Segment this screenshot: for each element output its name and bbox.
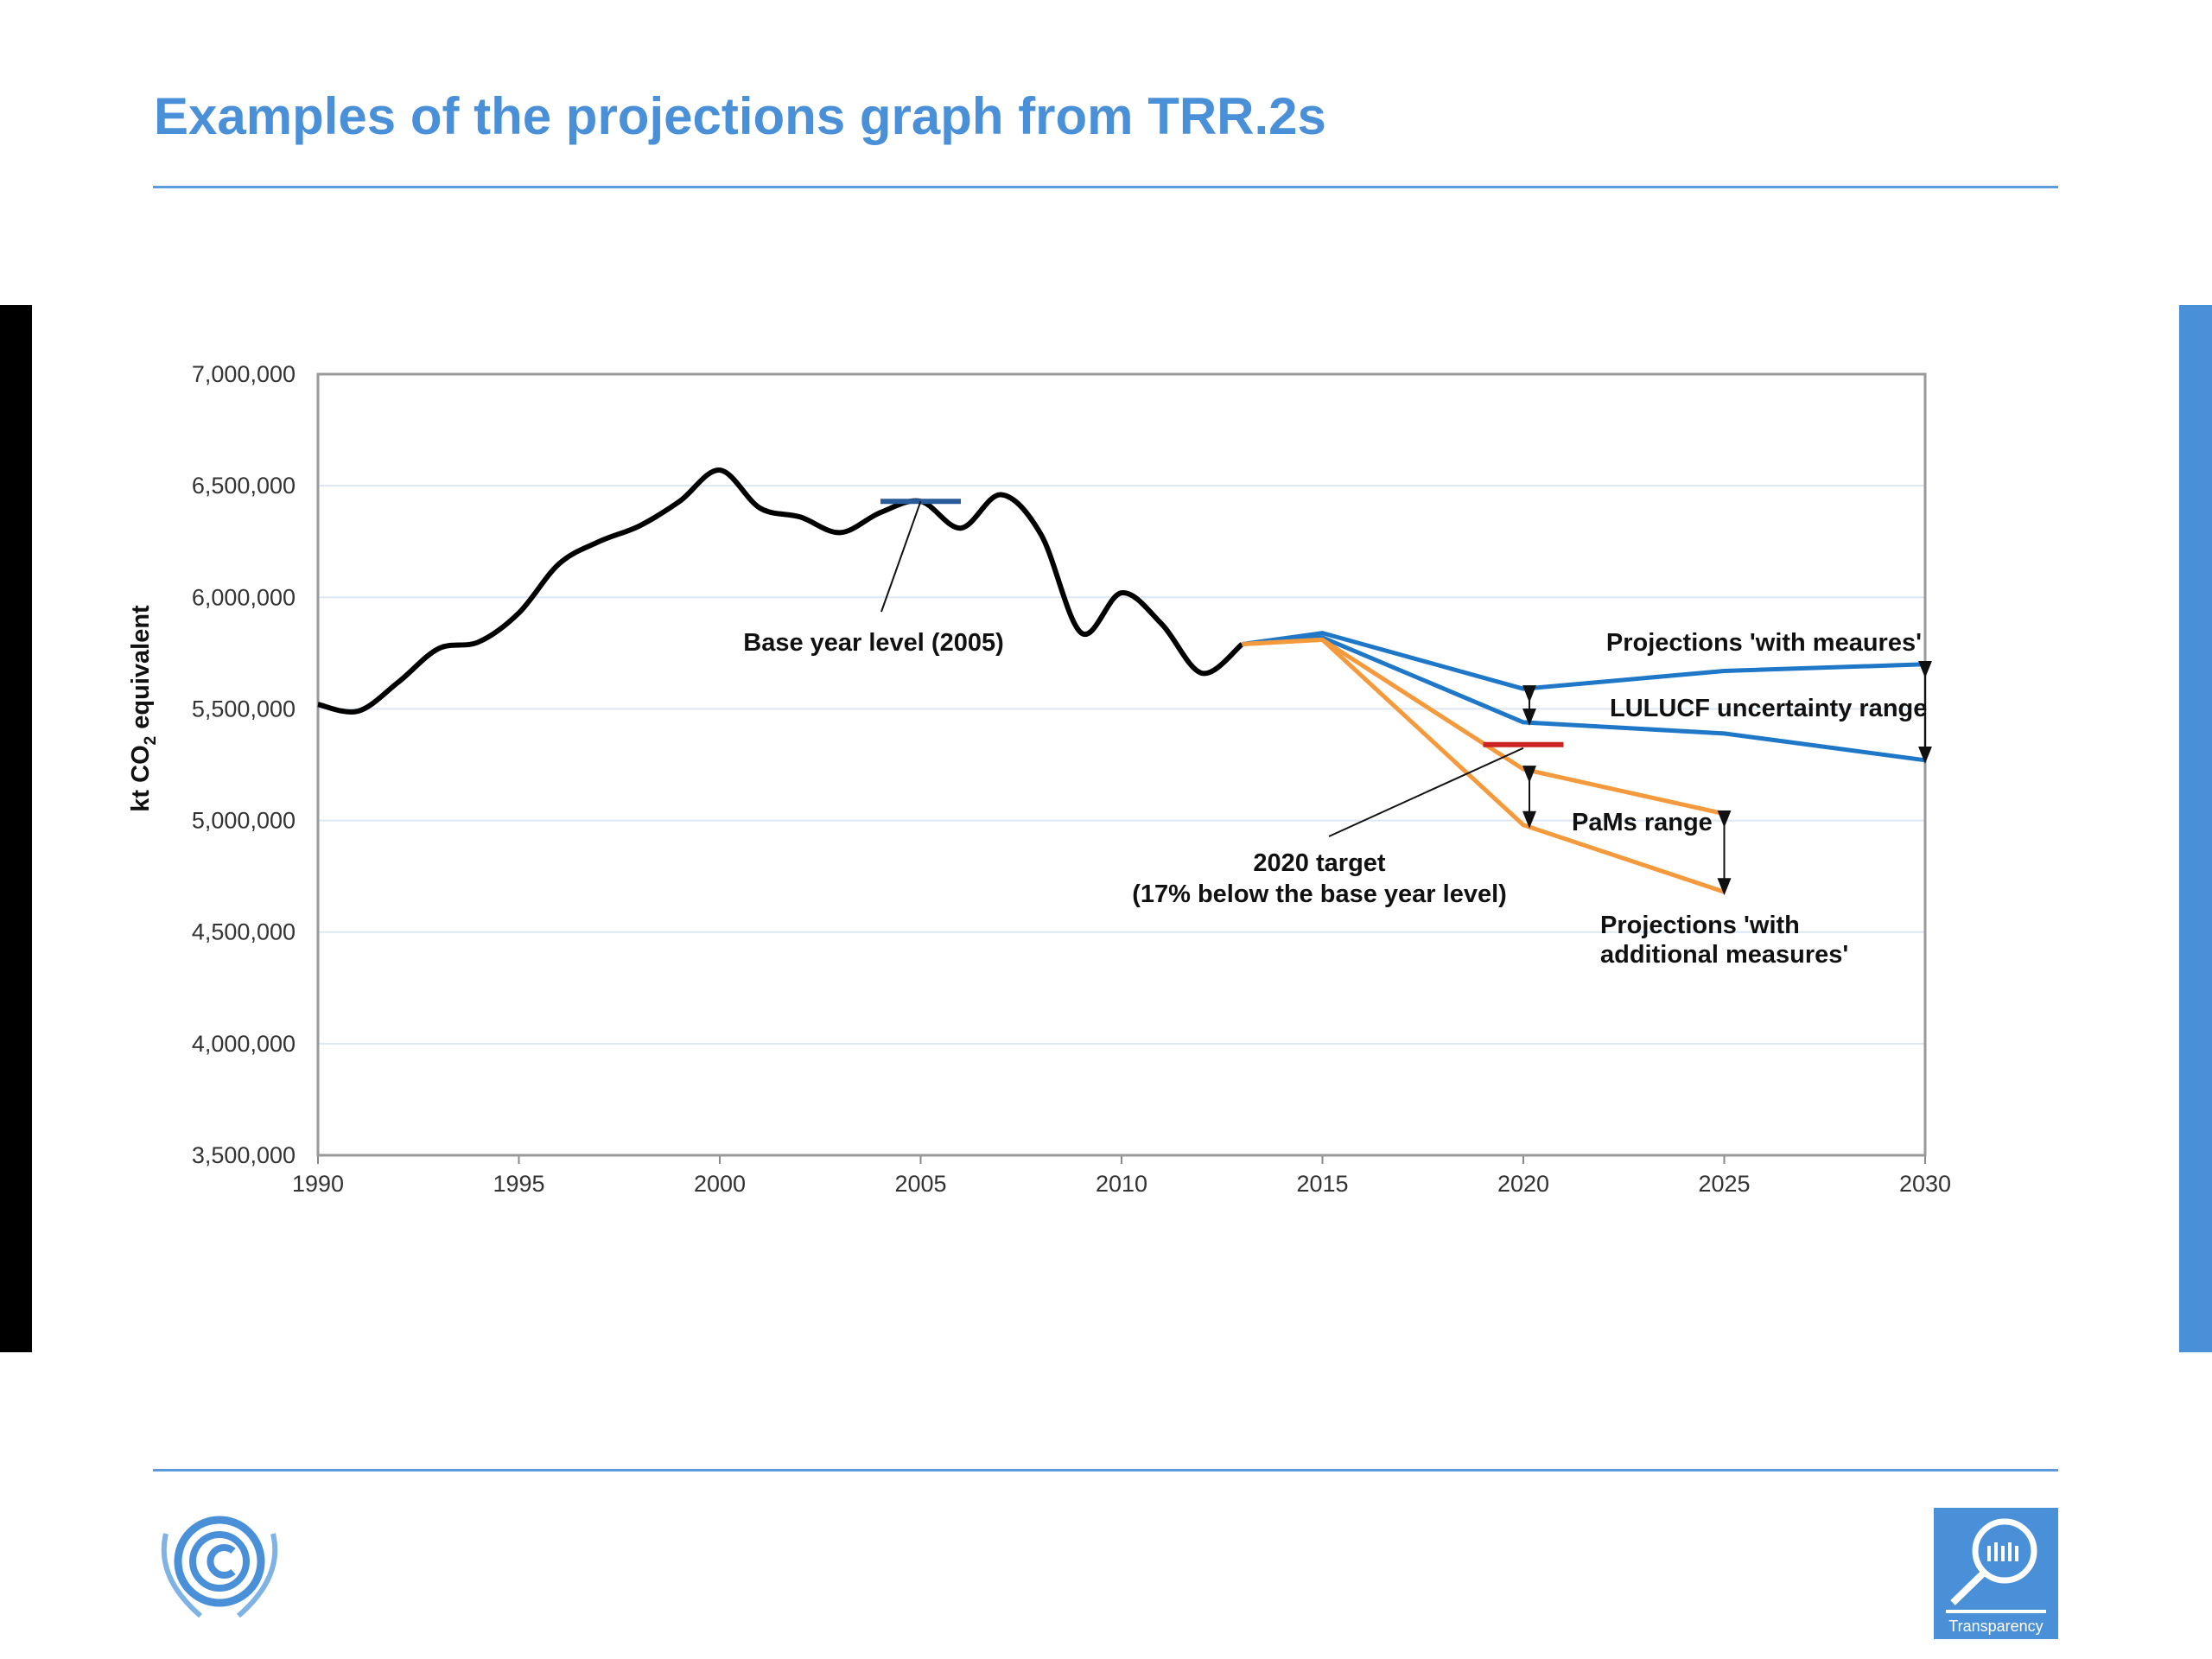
plot-frame [316,372,1927,1157]
x-tick-label: 2005 [894,1171,946,1197]
wam-annotation-line2: additional measures' [1600,941,1848,969]
target-annotation-line2: (17% below the base year level) [1132,880,1507,908]
transparency-logo: Transparency [1934,1508,2058,1639]
x-tick-label: 2010 [1096,1171,1147,1197]
y-tick-label: 4,000,000 [192,1031,296,1057]
right-edge-bar [2179,305,2212,1352]
ylabel: kt CO2 equivalent [127,605,160,812]
title-divider [153,186,2058,188]
transparency-label: Transparency [1948,1618,2044,1635]
y-tick-label: 7,000,000 [192,361,296,387]
y-tick-label: 6,500,000 [192,473,296,499]
target-annotation-line1: 2020 target [1253,849,1385,877]
series-wam_lower [1242,637,1726,894]
y-tick-label: 6,000,000 [192,584,296,610]
page-title: Examples of the projections graph from T… [154,87,1326,145]
x-tick-label: 2025 [1698,1171,1750,1197]
base-year-annotation: Base year level (2005) [743,629,1004,657]
magnifier-icon [1946,1518,2046,1613]
series-historical [317,467,1244,715]
y-tick-label: 4,500,000 [192,919,296,945]
x-tick-label: 2000 [694,1171,746,1197]
base-year-leader [880,500,922,613]
y-tick-label: 3,500,000 [192,1142,296,1168]
x-tick-label: 1990 [292,1171,344,1197]
footer-divider [153,1469,2058,1471]
y-tick-label: 5,000,000 [192,808,296,834]
unfccc-logo [161,1516,278,1618]
target-leader [1328,747,1524,837]
x-tick-label: 2020 [1497,1171,1549,1197]
wm-annotation: Projections 'with meaures' [1606,629,1922,657]
x-tick-label: 2030 [1899,1171,1951,1197]
x-tick-label: 2015 [1296,1171,1348,1197]
y-tick-label: 5,500,000 [192,696,296,721]
x-tick-label: 1995 [493,1171,544,1197]
left-edge-bar [0,305,32,1352]
lulucf-annotation: LULUCF uncertainty range [1610,695,1927,722]
pams-annotation: PaMs range [1572,809,1713,836]
wam-annotation-line1: Projections 'with [1600,912,1800,939]
